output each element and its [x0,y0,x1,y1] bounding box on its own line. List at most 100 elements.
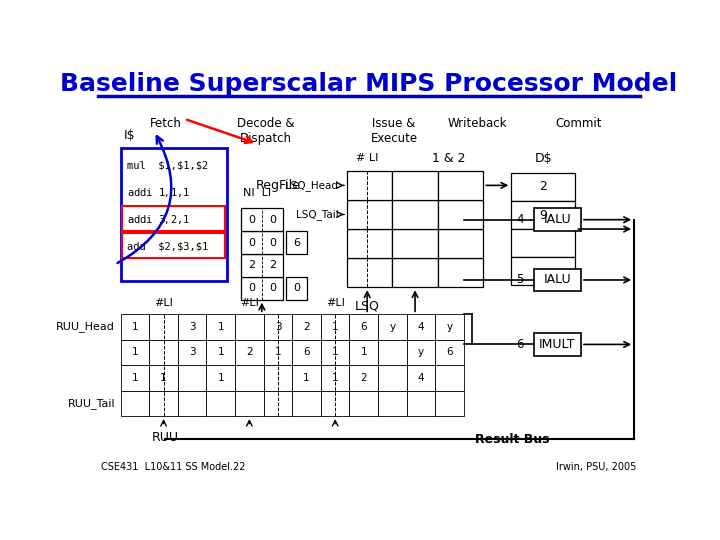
Text: 2: 2 [269,260,276,271]
Text: 0: 0 [269,284,276,293]
Bar [178,314,207,340]
Bar [349,340,378,365]
Bar [235,340,264,365]
Text: Baseline Superscalar MIPS Processor Model: Baseline Superscalar MIPS Processor Mode… [60,71,678,96]
Bar [121,314,149,340]
Text: 6: 6 [446,347,453,357]
Text: 1: 1 [161,373,167,383]
Text: 1: 1 [217,347,224,357]
Text: 0: 0 [248,284,255,293]
Bar [438,258,483,287]
Bar [321,365,349,390]
Text: 1: 1 [332,347,338,357]
Text: 2: 2 [303,322,310,332]
Bar [240,254,283,277]
Bar [438,229,483,258]
FancyArrowPatch shape [117,136,171,263]
FancyArrowPatch shape [187,120,252,143]
Text: # LI: # LI [356,152,379,163]
Bar [392,229,438,258]
Text: LSQ_Head: LSQ_Head [285,180,338,191]
Bar [264,314,292,340]
Bar [240,277,283,300]
Bar [392,171,438,200]
Text: mul  $1,$1,$2: mul $1,$1,$2 [127,160,209,171]
Text: 9: 9 [539,208,547,221]
Text: RUU_Tail: RUU_Tail [68,398,115,409]
Text: LSQ: LSQ [355,300,379,313]
Bar [347,200,392,229]
Text: NI  LI: NI LI [243,188,271,198]
Bar [392,258,438,287]
Text: 3: 3 [189,347,196,357]
Text: 0: 0 [269,238,276,247]
Bar [240,208,283,231]
Text: 4: 4 [418,373,424,383]
Text: 1: 1 [217,373,224,383]
Text: Fetch: Fetch [149,117,181,130]
Bar [534,208,581,231]
Bar [407,314,436,340]
Bar [121,390,149,416]
Text: Decode &
Dispatch: Decode & Dispatch [237,117,294,145]
Text: y: y [390,322,395,332]
Text: addi $3,$2,1: addi $3,$2,1 [127,213,191,226]
Bar [378,365,407,390]
Text: 2: 2 [539,180,547,193]
Text: 2: 2 [248,260,255,271]
Bar [349,314,378,340]
Text: 1 & 2: 1 & 2 [433,152,466,165]
Text: 1: 1 [332,373,338,383]
Text: IALU: IALU [544,273,571,287]
Bar [378,314,407,340]
Text: RUU: RUU [152,431,179,444]
Bar [286,277,307,300]
Text: 1: 1 [132,347,138,357]
Bar [264,365,292,390]
Text: 1: 1 [361,347,367,357]
Text: IMULT: IMULT [539,338,575,351]
Bar [149,340,178,365]
Bar [207,365,235,390]
Bar [347,171,392,200]
Text: 6: 6 [303,347,310,357]
Text: 0: 0 [293,284,300,293]
Text: 0: 0 [248,215,255,225]
Bar [349,390,378,416]
Bar [240,231,283,254]
Bar [121,365,149,390]
Bar [438,200,483,229]
Bar [534,333,581,356]
Text: 1: 1 [132,322,138,332]
Bar [436,390,464,416]
Bar [392,200,438,229]
Bar [149,390,178,416]
Text: 4: 4 [418,322,424,332]
Text: addi $1,$1,1: addi $1,$1,1 [127,186,191,199]
Bar [207,314,235,340]
Text: y: y [446,322,453,332]
Text: 3: 3 [274,322,282,332]
Bar [292,314,321,340]
Text: #LI: #LI [240,298,258,308]
Text: LSQ_Tail: LSQ_Tail [296,209,338,220]
Bar [286,231,307,254]
Bar [122,233,225,258]
Text: I$: I$ [124,129,135,141]
Text: 1: 1 [217,322,224,332]
Bar [378,340,407,365]
Bar [121,340,149,365]
Text: CSE431  L10&11 SS Model.22: CSE431 L10&11 SS Model.22 [101,462,246,472]
Text: Irwin, PSU, 2005: Irwin, PSU, 2005 [557,462,637,472]
Bar [178,365,207,390]
Text: Writeback: Writeback [448,117,508,130]
Text: add  $2,$3,$1: add $2,$3,$1 [127,242,209,252]
Bar [292,340,321,365]
Text: 1: 1 [274,347,282,357]
Text: y: y [418,347,424,357]
Bar [534,268,581,292]
Bar [149,314,178,340]
Text: #LI: #LI [154,298,173,308]
Bar [178,340,207,365]
Bar [511,173,575,201]
